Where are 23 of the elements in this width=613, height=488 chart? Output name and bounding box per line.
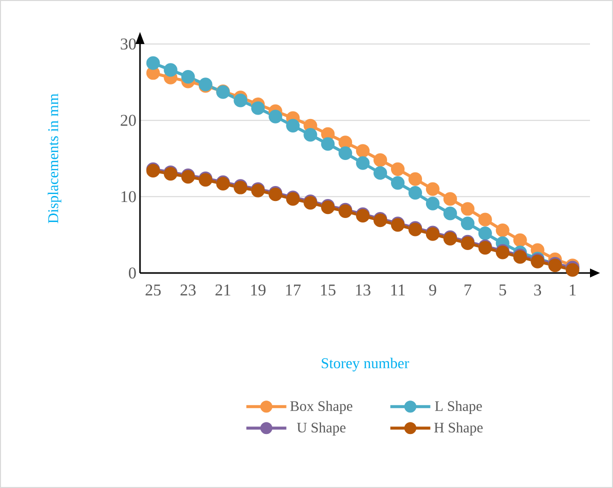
x-tick-label: 17 [286,284,301,296]
x-axis-title: Storey number [322,358,410,372]
x-tick-label: 15 [321,284,336,296]
y-tick-label: 0 [128,267,136,279]
y-tick-label: 10 [121,191,136,202]
x-tick-label: 5 [499,284,506,296]
y-tick-label: 30 [120,38,136,50]
x-tick-label: 21 [216,284,230,296]
x-tick-label: 3 [534,284,542,296]
x-tick-label: 23 [180,284,196,296]
x-tick-label: 9 [429,284,436,296]
x-tick-label: 25 [146,284,161,296]
x-tick-label: 11 [391,284,405,296]
y-tick-label: 20 [120,114,136,126]
legend-label: Box Shape [290,400,352,414]
x-tick-label: 13 [356,284,370,296]
legend-label: H Shape [434,422,483,436]
x-tick-label: 7 [464,284,472,296]
legend-label: L Shape [435,400,482,414]
legend-label: U Shape [296,422,346,436]
x-tick-label: 1 [570,284,576,296]
x-tick-label: 19 [251,284,266,296]
y-axis-title: Displacements in mm [48,94,62,224]
